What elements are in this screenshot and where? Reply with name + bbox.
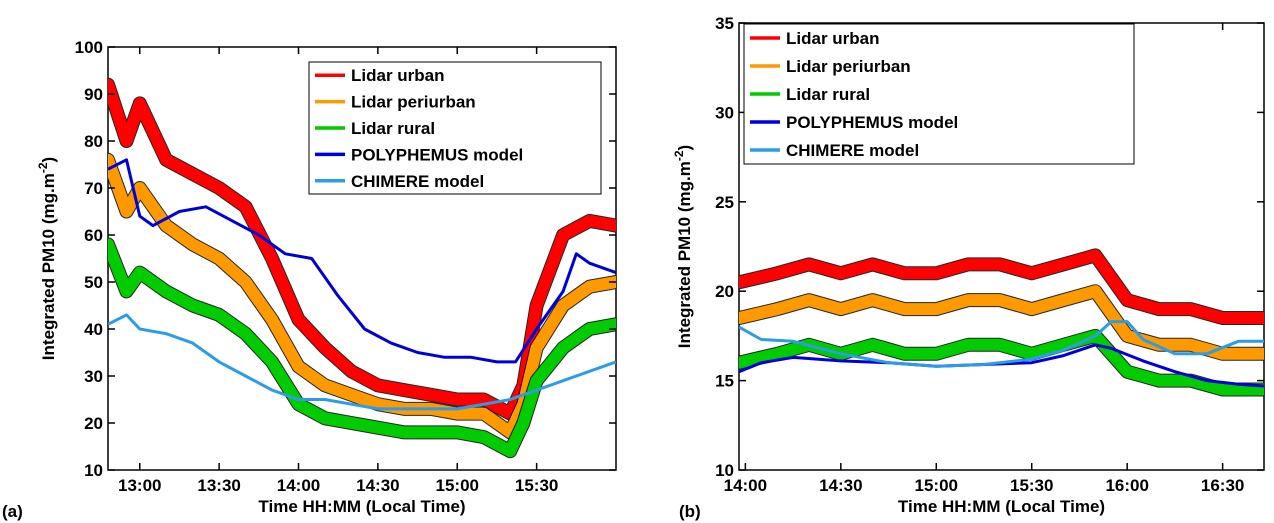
y-axis-label: Integrated PM10 (mg.m-2) (36, 157, 58, 360)
x-axis-label: Time HH:MM (Local Time) (258, 497, 465, 516)
x-tick-label: 15:30 (1010, 476, 1053, 495)
legend-label: Lidar urban (351, 66, 445, 85)
y-tick-label: 30 (84, 367, 103, 386)
chart-panel-1: 10 20 30 40 50 60 70 80 90 100 13:00 13:30 14:00 14:3… (2, 38, 617, 521)
series-line (739, 285, 1264, 360)
panel-label: (a) (2, 502, 23, 521)
x-tick-label: 15:00 (436, 476, 479, 495)
x-tick-label: 14:00 (277, 476, 320, 495)
y-tick-label: 20 (84, 414, 103, 433)
x-tick-label: 16:00 (1105, 476, 1148, 495)
x-tick-label: 14:30 (356, 476, 399, 495)
y-tick-label: 10 (715, 461, 734, 480)
x-axis-label: Time HH:MM (Local Time) (898, 497, 1105, 516)
legend-label: Lidar urban (786, 29, 880, 48)
legend-label: Lidar rural (786, 85, 870, 104)
legend-box (308, 61, 602, 195)
x-tick-label: 14:00 (724, 476, 767, 495)
y-tick-label: 10 (84, 461, 103, 480)
legend-label: Lidar periurban (786, 57, 911, 76)
panel-label: (b) (679, 502, 701, 521)
x-tick-label: 13:30 (197, 476, 240, 495)
series-group (739, 248, 1264, 397)
series-line (739, 320, 1264, 368)
legend-box (743, 23, 1135, 165)
y-tick-label: 90 (84, 85, 103, 104)
x-tick-label: 14:30 (819, 476, 862, 495)
y-tick-label: 30 (715, 103, 734, 122)
chart-panel-2: 10 15 20 25 30 35 14:00 14:30 15:00 15:30 16:00 16:… (672, 14, 1265, 521)
legend-label: POLYPHEMUS model (786, 113, 958, 132)
x-tick-label: 13:00 (118, 476, 161, 495)
y-tick-label: 20 (715, 282, 734, 301)
y-tick-label: 60 (84, 226, 103, 245)
legend: Lidar urban Lidar periurban Lidar rural POL… (743, 23, 1135, 165)
y-tick-label: 50 (84, 273, 103, 292)
series-group (108, 77, 616, 459)
x-tick-label: 15:00 (915, 476, 958, 495)
legend-label: CHIMERE model (786, 141, 919, 160)
series-line (108, 153, 616, 439)
y-tick-label: 40 (84, 320, 103, 339)
y-tick-label: 100 (75, 38, 103, 57)
x-tick-label: 15:30 (515, 476, 558, 495)
legend-label: Lidar rural (351, 119, 435, 138)
y-axis-label: Integrated PM10 (mg.m-2) (672, 145, 694, 348)
y-tick-label: 70 (84, 179, 103, 198)
series-line (108, 238, 616, 458)
series-line (108, 313, 616, 411)
x-tick-label: 16:30 (1201, 476, 1244, 495)
series-line (739, 343, 1264, 388)
series-line (108, 78, 616, 420)
y-tick-label: 80 (84, 132, 103, 151)
legend-label: POLYPHEMUS model (351, 145, 523, 164)
legend-label: Lidar periurban (351, 93, 476, 112)
legend-label: CHIMERE model (351, 172, 484, 191)
legend: Lidar urban Lidar periurban Lidar rural POL… (308, 61, 602, 195)
y-tick-label: 25 (715, 193, 734, 212)
series-line (108, 158, 616, 364)
y-tick-label: 35 (715, 14, 734, 33)
y-tick-label: 15 (715, 372, 734, 391)
series-line (739, 249, 1264, 324)
